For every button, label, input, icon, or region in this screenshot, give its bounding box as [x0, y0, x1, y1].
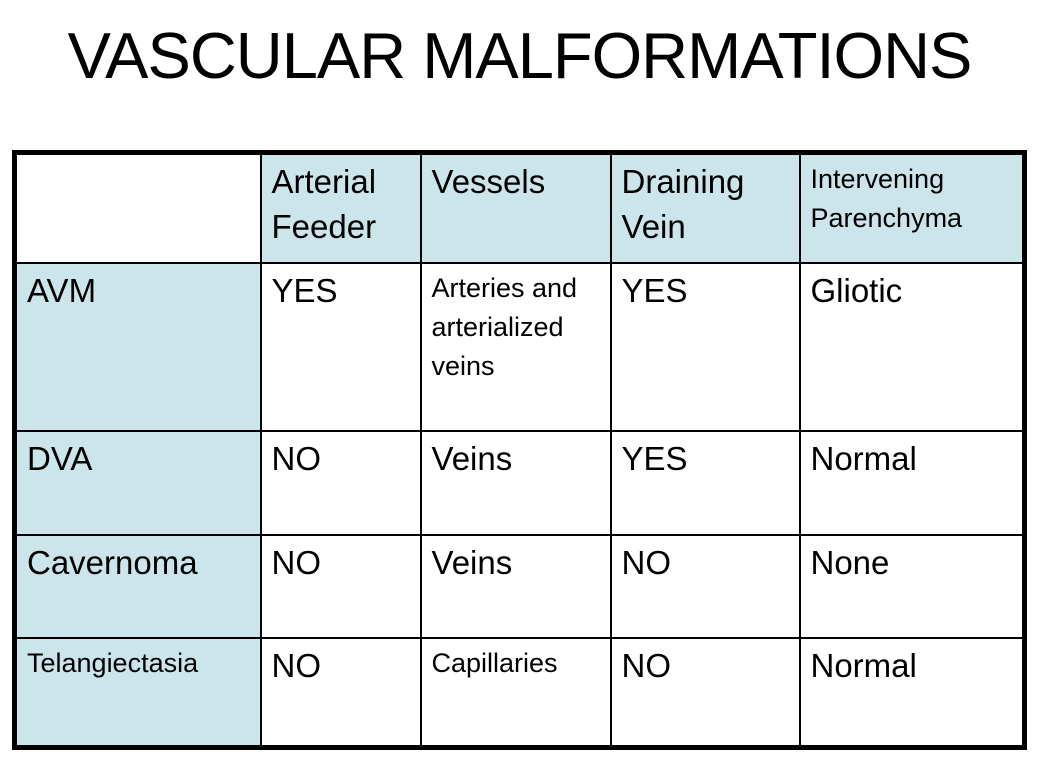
- cell-dva-vessels: Veins: [419, 429, 612, 536]
- table-row-telangiectasia: Telangiectasia NO Capillaries NO Normal: [13, 636, 1026, 749]
- cell-dva-arterial-feeder: NO: [259, 429, 422, 536]
- cell-cavernoma-intervening-parenchyma: None: [798, 533, 1026, 639]
- header-empty-cell: [13, 151, 262, 264]
- page-title: VASCULAR MALFORMATIONS: [67, 19, 973, 92]
- cell-avm-arterial-feeder: YES: [259, 261, 422, 432]
- cell-avm-intervening-parenchyma: Gliotic: [798, 261, 1026, 432]
- table-row-dva: DVA NO Veins YES Normal: [13, 429, 1026, 536]
- cell-dva-intervening-parenchyma: Normal: [798, 429, 1026, 536]
- header-arterial-feeder: Arterial Feeder: [259, 151, 422, 264]
- header-intervening-parenchyma: Intervening Parenchyma: [798, 151, 1026, 264]
- cell-telangiectasia-intervening-parenchyma: Normal: [798, 636, 1026, 749]
- row-label-dva: DVA: [13, 429, 262, 536]
- table-row-cavernoma: Cavernoma NO Veins NO None: [13, 533, 1026, 639]
- vascular-malformations-table: Arterial Feeder Vessels Draining Vein In…: [12, 150, 1027, 750]
- row-label-cavernoma: Cavernoma: [13, 533, 262, 639]
- cell-dva-draining-vein: YES: [609, 429, 801, 536]
- header-vessels: Vessels: [419, 151, 612, 264]
- cell-cavernoma-vessels: Veins: [419, 533, 612, 639]
- cell-avm-vessels: Arteries and arterialized veins: [419, 261, 612, 432]
- cell-telangiectasia-arterial-feeder: NO: [259, 636, 422, 749]
- row-label-telangiectasia: Telangiectasia: [13, 636, 262, 749]
- cell-cavernoma-draining-vein: NO: [609, 533, 801, 639]
- cell-telangiectasia-draining-vein: NO: [609, 636, 801, 749]
- table-row-avm: AVM YES Arteries and arterialized veins …: [13, 261, 1026, 432]
- cell-cavernoma-arterial-feeder: NO: [259, 533, 422, 639]
- cell-avm-draining-vein: YES: [609, 261, 801, 432]
- header-draining-vein: Draining Vein: [609, 151, 801, 264]
- table-header-row: Arterial Feeder Vessels Draining Vein In…: [13, 151, 1026, 264]
- cell-telangiectasia-vessels: Capillaries: [419, 636, 612, 749]
- row-label-avm: AVM: [13, 261, 262, 432]
